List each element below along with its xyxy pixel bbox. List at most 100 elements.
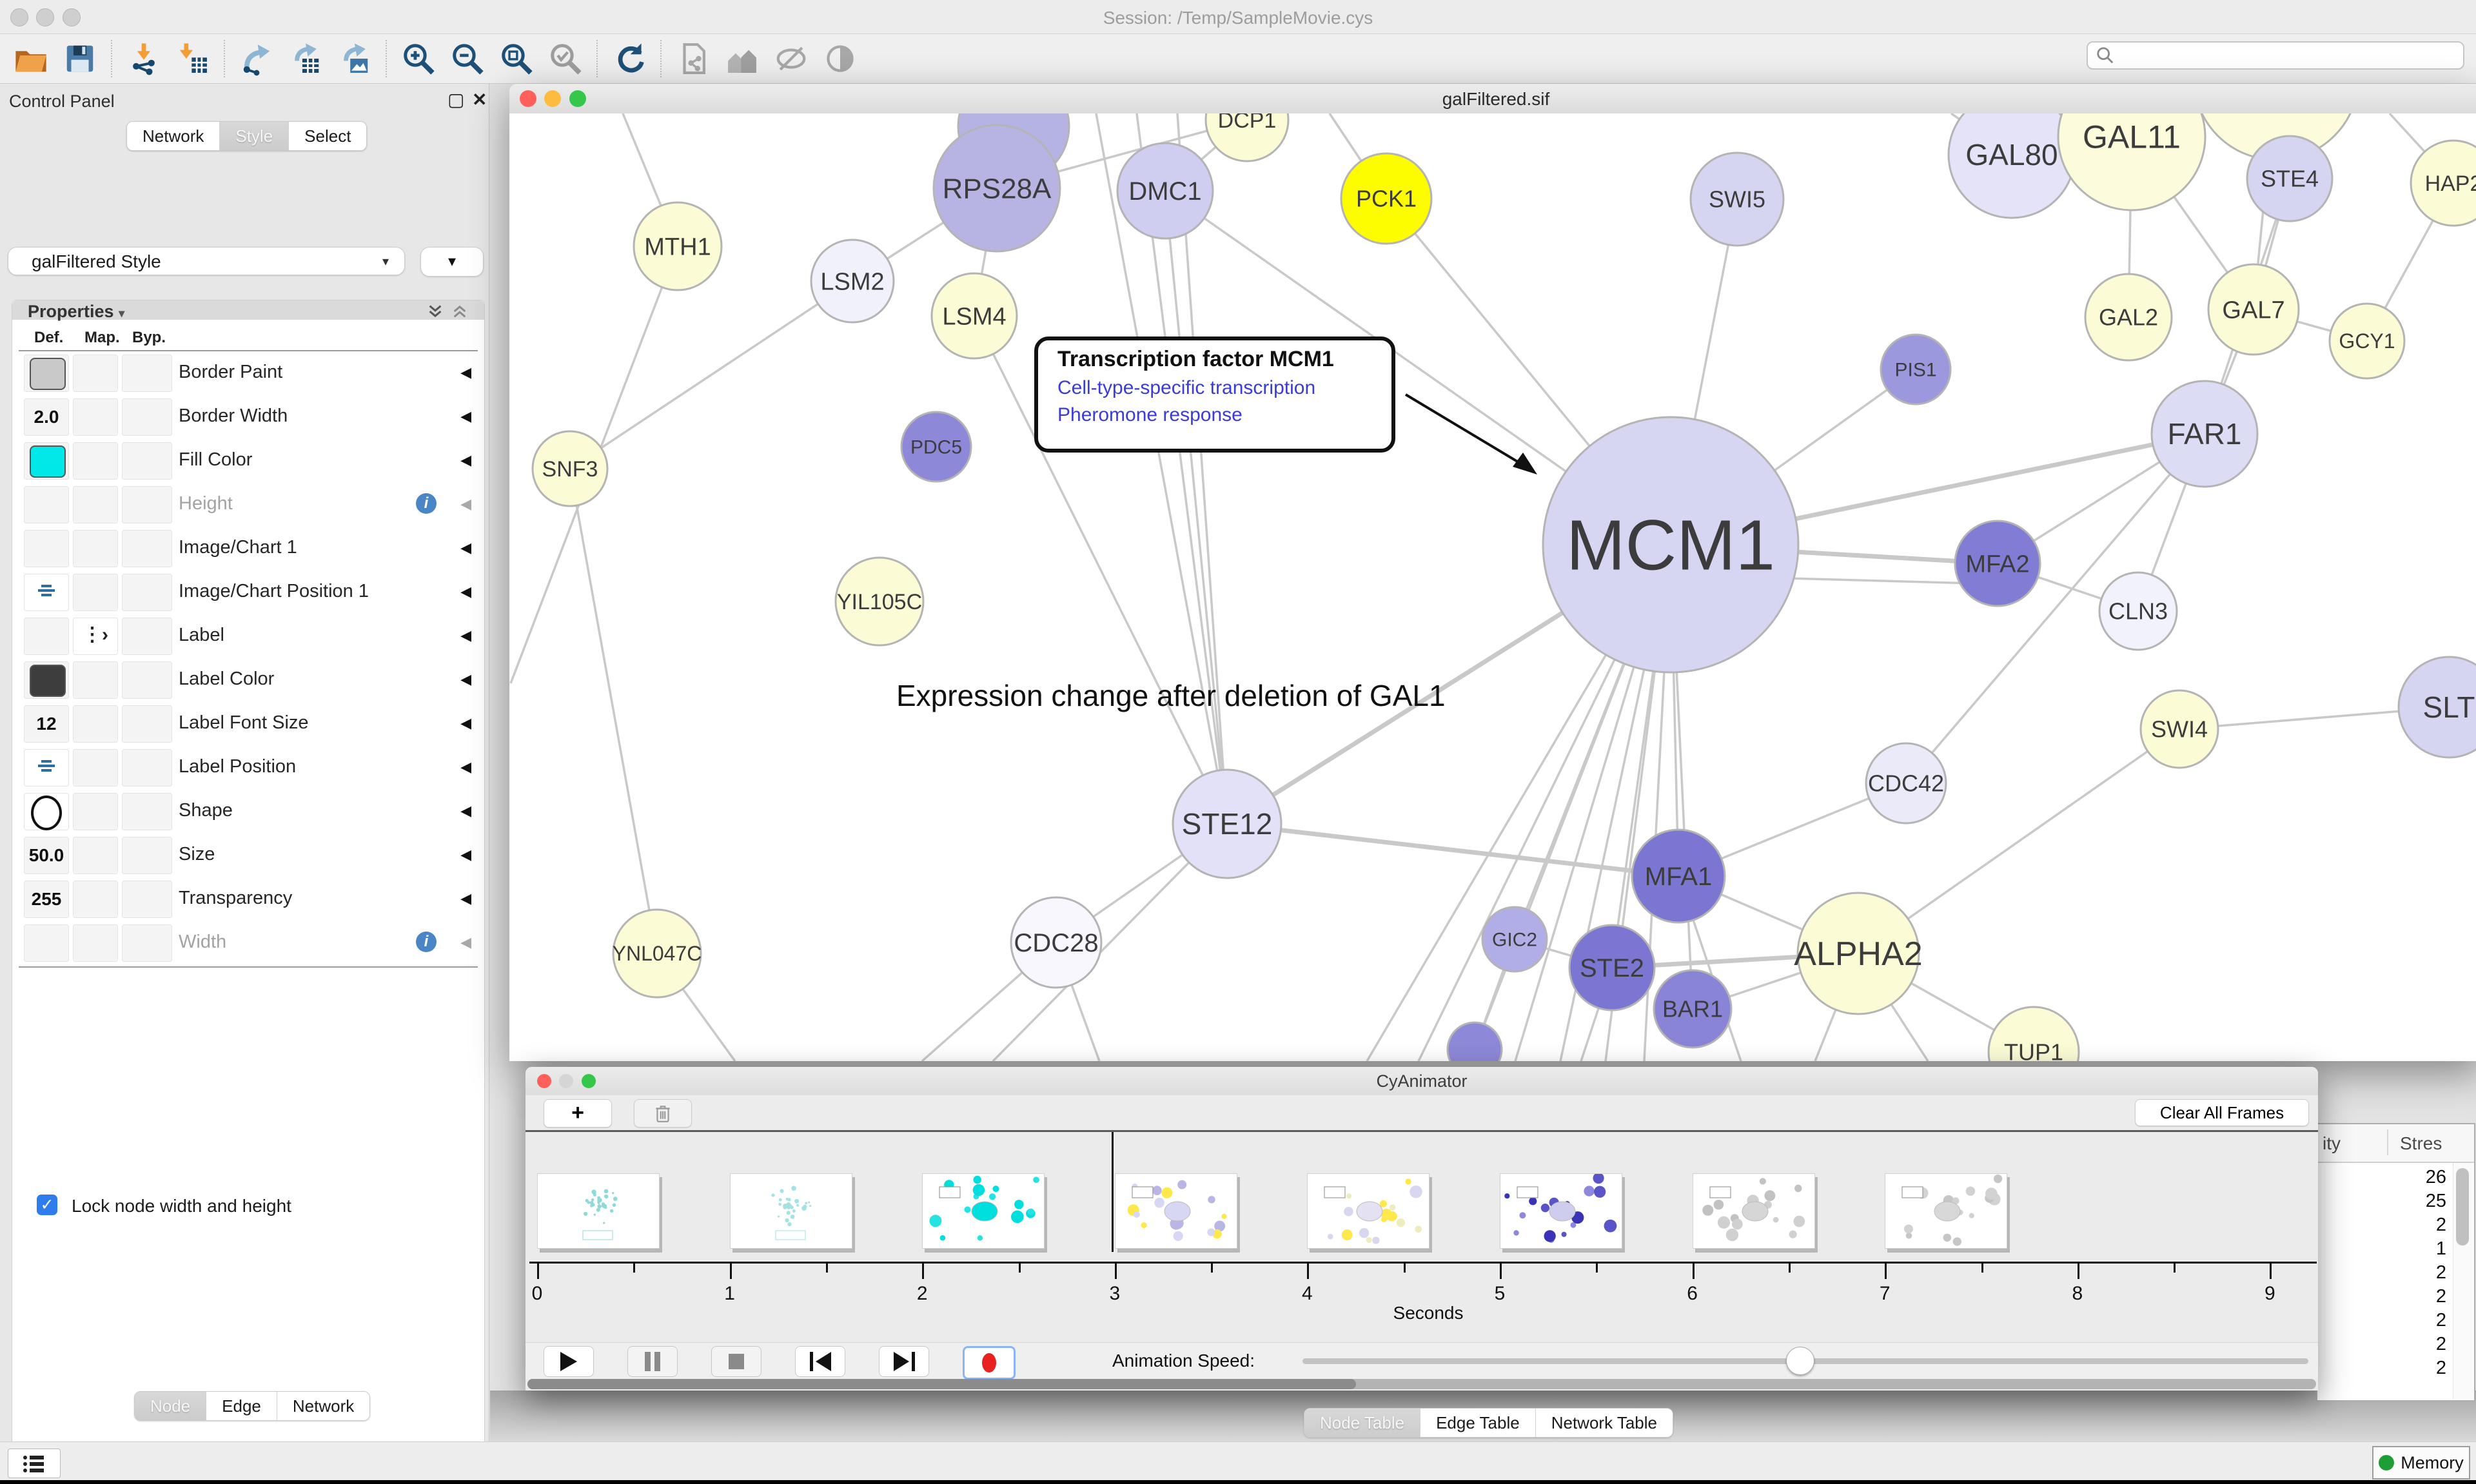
expand-property-icon[interactable]: ◀ — [460, 496, 471, 512]
expand-property-icon[interactable]: ◀ — [460, 452, 471, 468]
table-row[interactable]: 25 — [2425, 1191, 2446, 1211]
property-row-image-chart-position-1[interactable]: Image/Chart Position 1 ◀ — [19, 571, 478, 615]
expand-property-icon[interactable]: ◀ — [460, 364, 471, 380]
annotation-note[interactable]: Expression change after deletion of GAL1 — [896, 679, 1446, 712]
node-STE2[interactable]: STE2 — [1568, 924, 1656, 1011]
property-cell[interactable]: ⋮› — [73, 618, 118, 655]
add-frame-button[interactable]: + — [544, 1099, 612, 1128]
tab-node-style[interactable]: Node — [135, 1392, 207, 1420]
info-icon[interactable]: i — [416, 932, 437, 952]
property-cell[interactable] — [122, 837, 172, 874]
node-GAL11[interactable]: GAL11 — [2057, 113, 2206, 211]
node-GAL80[interactable]: GAL80 — [1947, 113, 2076, 219]
minimize-icon[interactable] — [544, 90, 562, 107]
frame-thumbnail-7[interactable] — [1885, 1173, 2008, 1249]
property-row-label-position[interactable]: Label Position ◀ — [19, 746, 478, 790]
import-network-icon[interactable] — [125, 40, 162, 77]
node-LSM2[interactable]: LSM2 — [810, 239, 895, 324]
animation-speed-handle[interactable] — [1786, 1347, 1814, 1375]
column-header-stress[interactable]: Stres — [2400, 1133, 2442, 1153]
table-row[interactable]: 2 — [2435, 1286, 2446, 1307]
table-scrollbar[interactable] — [2453, 1163, 2473, 1399]
save-session-icon[interactable] — [61, 40, 99, 77]
zoom-fit-icon[interactable] — [498, 40, 535, 77]
info-icon[interactable]: i — [416, 493, 437, 514]
expand-property-icon[interactable]: ◀ — [460, 627, 471, 643]
tab-node-table[interactable]: Node Table — [1304, 1409, 1421, 1437]
open-session-icon[interactable] — [12, 40, 50, 77]
tab-edge-style[interactable]: Edge — [206, 1392, 277, 1420]
expand-all-icon[interactable] — [427, 304, 443, 319]
tab-network-table[interactable]: Network Table — [1535, 1409, 1673, 1437]
property-cell[interactable]: 2.0 — [24, 398, 69, 436]
property-cell[interactable] — [122, 661, 172, 699]
node-DMC1[interactable]: DMC1 — [1116, 142, 1214, 240]
node-MTH1[interactable]: MTH1 — [633, 201, 723, 291]
property-row-label-color[interactable]: Label Color ◀ — [19, 658, 478, 703]
property-cell[interactable] — [122, 924, 172, 962]
delete-frame-button[interactable] — [634, 1099, 692, 1128]
property-cell[interactable] — [24, 574, 69, 611]
pause-button[interactable] — [627, 1346, 678, 1377]
zoom-out-icon[interactable] — [449, 40, 486, 77]
property-row-height[interactable]: Height i ◀ — [19, 483, 478, 527]
node-BAR1[interactable]: BAR1 — [1653, 969, 1733, 1049]
close-window-icon[interactable] — [10, 8, 28, 26]
close-panel-icon[interactable]: ✕ — [472, 90, 487, 110]
node-MFA2[interactable]: MFA2 — [1954, 520, 2041, 607]
property-cell[interactable] — [24, 355, 69, 392]
property-row-width[interactable]: Width i ◀ — [19, 921, 478, 966]
frame-thumbnail-4[interactable] — [1307, 1173, 1430, 1249]
property-row-transparency[interactable]: 255 Transparency ◀ — [19, 877, 478, 922]
zoom-window-icon[interactable] — [62, 8, 81, 26]
tab-edge-table[interactable]: Edge Table — [1420, 1409, 1536, 1437]
skip-to-start-button[interactable] — [795, 1346, 845, 1377]
group-icon[interactable] — [723, 40, 761, 77]
expand-property-icon[interactable]: ◀ — [460, 890, 471, 906]
network-canvas[interactable]: DCP1 RPS28A DMC1 PCK1 SWI5 GAL80 GAL11 STE4 HAP2… — [509, 113, 2476, 1061]
panel-list-button[interactable] — [8, 1449, 61, 1478]
table-row[interactable]: 26 — [2425, 1167, 2446, 1187]
property-cell[interactable] — [122, 530, 172, 567]
property-cell[interactable] — [24, 749, 69, 786]
expand-property-icon[interactable]: ◀ — [460, 934, 471, 950]
tab-network[interactable]: Network — [127, 122, 221, 150]
maximize-icon[interactable] — [581, 1074, 596, 1088]
annotation-box[interactable]: Transcription factor MCM1 Cell-type-spec… — [1034, 337, 1395, 453]
node-RPS28A[interactable]: RPS28A — [932, 124, 1061, 253]
minimize-icon[interactable] — [559, 1074, 574, 1088]
network-window-titlebar[interactable]: galFiltered.sif — [509, 84, 2476, 114]
column-header-ity[interactable]: ity — [2323, 1133, 2341, 1153]
frame-thumbnail-3[interactable] — [1114, 1173, 1237, 1249]
property-row-border-paint[interactable]: Border Paint ◀ — [19, 351, 478, 396]
property-cell[interactable] — [73, 661, 118, 699]
node-PIS1[interactable]: PIS1 — [1880, 333, 1952, 405]
skip-to-end-button[interactable] — [879, 1346, 929, 1377]
property-cell[interactable] — [73, 924, 118, 962]
property-cell[interactable] — [73, 355, 118, 392]
property-cell[interactable] — [122, 574, 172, 611]
table-scrollbar-thumb[interactable] — [2456, 1168, 2469, 1245]
node-HAP2[interactable]: HAP2 — [2410, 139, 2476, 227]
export-table-icon[interactable] — [287, 40, 324, 77]
property-cell[interactable] — [24, 618, 69, 655]
expand-property-icon[interactable]: ◀ — [460, 671, 471, 687]
export-image-icon[interactable] — [336, 40, 373, 77]
node-SLT[interactable]: SLT — [2397, 656, 2476, 759]
expand-property-icon[interactable]: ◀ — [460, 583, 471, 600]
property-cell[interactable] — [73, 398, 118, 436]
node-SWI4[interactable]: SWI4 — [2139, 689, 2219, 769]
node-LSM4[interactable]: LSM4 — [930, 272, 1018, 360]
node-MFA1[interactable]: MFA1 — [1631, 828, 1726, 924]
property-cell[interactable] — [73, 749, 118, 786]
node-FAR1[interactable]: FAR1 — [2150, 380, 2259, 488]
property-cell[interactable] — [73, 530, 118, 567]
node-PDC5[interactable]: PDC5 — [900, 411, 972, 483]
frame-thumbnail-2[interactable] — [922, 1173, 1045, 1249]
property-cell[interactable] — [122, 486, 172, 523]
frame-thumbnail-5[interactable] — [1500, 1172, 1622, 1249]
property-cell[interactable] — [73, 837, 118, 874]
zoom-in-icon[interactable] — [400, 40, 437, 77]
property-cell[interactable] — [73, 442, 118, 480]
property-cell[interactable] — [122, 442, 172, 480]
